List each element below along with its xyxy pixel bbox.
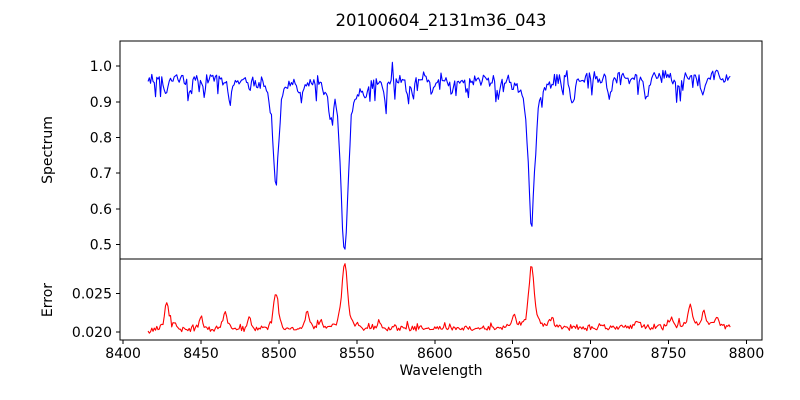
plot-title: 20100604_2131m36_043 — [335, 11, 547, 30]
x-tick-label: 8550 — [339, 346, 375, 362]
spectrum-y-tick-label: 0.9 — [90, 95, 112, 111]
x-tick-label: 8600 — [417, 346, 453, 362]
spectrum-y-tick-label: 0.7 — [90, 166, 112, 182]
spectrum-line — [147, 61, 731, 250]
spectrum-y-tick-label: 1.0 — [90, 59, 112, 75]
error-axes-frame — [119, 258, 763, 341]
x-tick-label: 8700 — [573, 346, 609, 362]
error-y-tick-label: 0.020 — [72, 325, 112, 341]
x-tick-label: 8400 — [105, 346, 141, 362]
x-tick-label: 8500 — [261, 346, 297, 362]
x-tick-label: 8800 — [729, 346, 765, 362]
x-tick-label: 8750 — [651, 346, 687, 362]
x-tick-label: 8650 — [495, 346, 531, 362]
spectrum-y-tick-label: 0.8 — [90, 130, 112, 146]
x-tick-label: 8450 — [183, 346, 219, 362]
error-line — [147, 263, 731, 334]
x-axis-label: Wavelength — [399, 363, 483, 379]
spectrum-y-tick-label: 0.6 — [90, 202, 112, 218]
error-y-tick-label: 0.025 — [72, 286, 112, 302]
spectrum-y-tick-label: 0.5 — [90, 238, 112, 254]
